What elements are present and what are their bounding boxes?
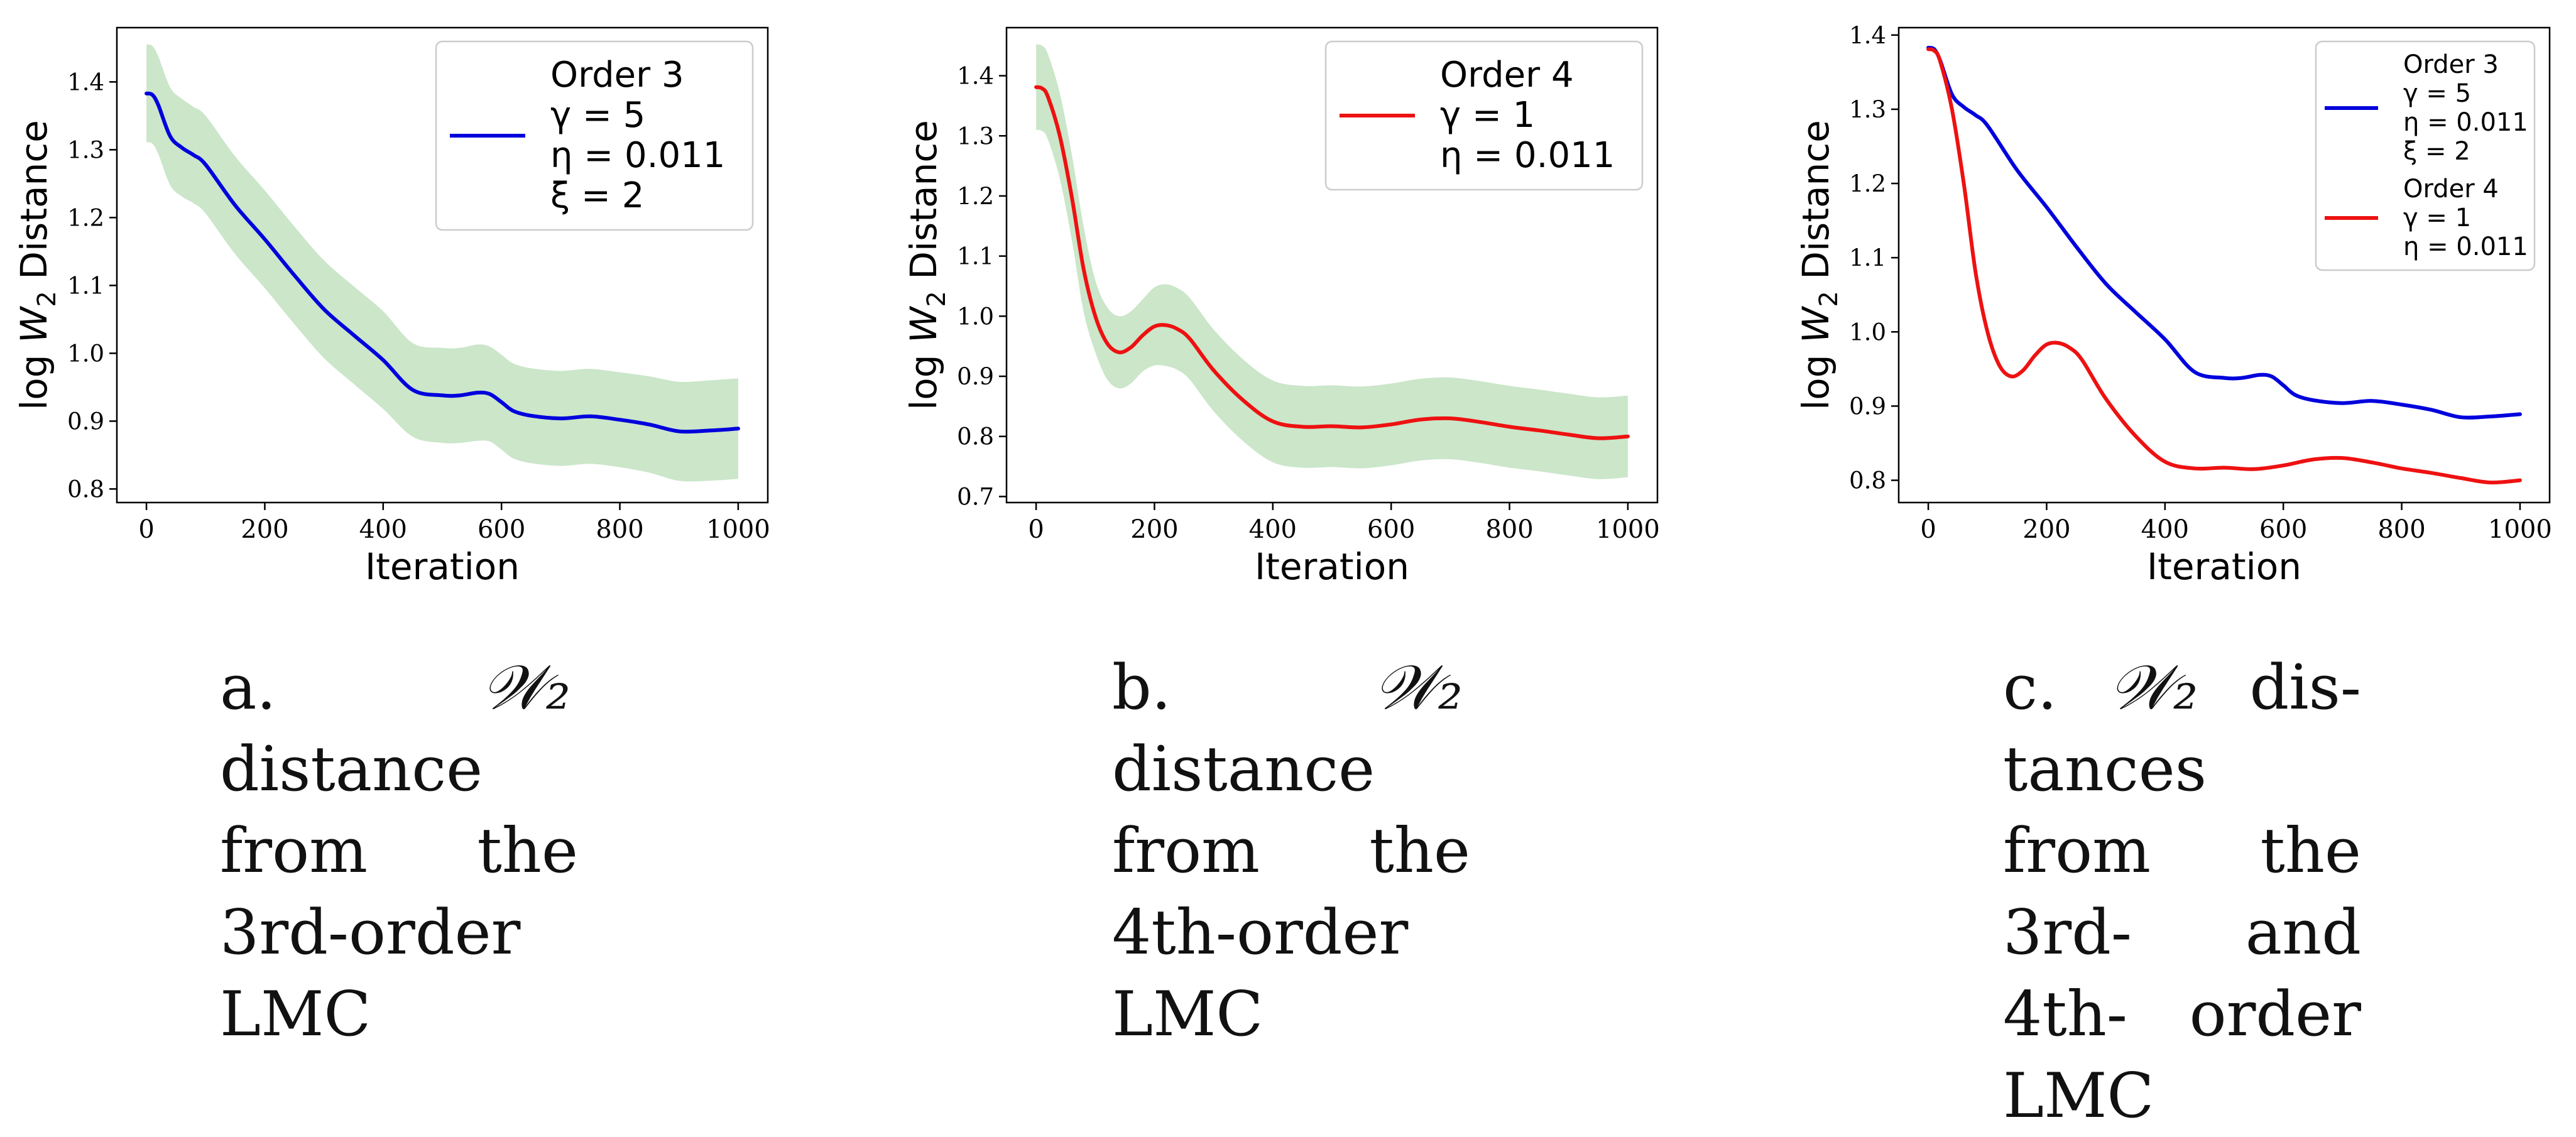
x-tick-label: 800	[2377, 515, 2425, 544]
caption-a: a. 𝒲₂ distance from the 3rd-order LMC	[220, 647, 578, 1055]
x-tick-label: 0	[138, 515, 154, 544]
x-tick-label: 600	[1367, 515, 1415, 544]
y-tick-label: 1.3	[1849, 96, 1886, 123]
y-tick-label: 1.4	[67, 68, 104, 95]
y-axis-label: log W2 Distance	[902, 120, 951, 410]
caption-text: distance from the 3rd-order LMC	[220, 734, 578, 1050]
y-tick-label: 0.8	[67, 476, 104, 503]
legend-entry-line: η = 0.011	[2403, 232, 2528, 261]
x-tick-label: 400	[2141, 515, 2189, 544]
caption-symbol: 𝒲₂	[481, 652, 570, 724]
caption-label: c.	[2003, 652, 2058, 724]
x-tick-label: 200	[2022, 515, 2070, 544]
legend-entry-line: ξ = 2	[550, 175, 644, 216]
caption-symbol: 𝒲₂	[1373, 652, 1463, 724]
x-tick-label: 1000	[2488, 515, 2552, 544]
x-axis-label: Iteration	[365, 545, 520, 588]
y-tick-label: 1.0	[957, 303, 994, 330]
y-axis-label: log W2 Distance	[1794, 120, 1843, 410]
x-tick-label: 1000	[1596, 515, 1660, 544]
legend-entry-line: Order 3	[2403, 50, 2499, 79]
y-tick-label: 1.0	[1849, 318, 1886, 345]
axes-frame	[1005, 26, 1659, 504]
caption-c: c. 𝒲₂ dis­tances from the 3rd- and 4th- …	[2003, 647, 2361, 1137]
y-tick-label: 1.2	[1849, 170, 1886, 197]
y-tick-label: 1.3	[957, 122, 994, 150]
axes-frame	[116, 26, 769, 504]
legend-entry-line: γ = 1	[2403, 204, 2471, 232]
caption-b: b. 𝒲₂ distance from the 4th-order LMC	[1112, 647, 1470, 1055]
confidence-band	[1036, 44, 1628, 479]
x-tick-label: 400	[1249, 515, 1297, 544]
x-tick-label: 200	[241, 515, 288, 544]
y-tick-label: 0.9	[67, 408, 104, 435]
x-tick-label: 0	[1920, 515, 1936, 544]
legend-frame	[435, 40, 754, 231]
x-tick-label: 600	[2259, 515, 2307, 544]
legend-entry-line: Order 4	[1440, 55, 1574, 95]
y-tick-label: 0.8	[1849, 467, 1886, 494]
confidence-band	[146, 45, 738, 482]
series-line-order4	[1034, 85, 1630, 440]
legend-frame	[1324, 40, 1644, 191]
y-axis-label: log W2 Distance	[13, 120, 62, 410]
series-line-order4	[1926, 47, 2522, 485]
y-tick-label: 0.9	[957, 363, 994, 390]
x-tick-label: 800	[596, 515, 643, 544]
x-tick-label: 0	[1028, 515, 1044, 544]
x-tick-label: 200	[1130, 515, 1178, 544]
y-tick-label: 0.9	[1849, 393, 1886, 420]
y-tick-label: 1.4	[1849, 22, 1886, 49]
x-tick-label: 600	[478, 515, 525, 544]
legend-entry-line: γ = 1	[1440, 95, 1535, 136]
legend: Order 4γ = 1η = 0.011	[1324, 40, 1644, 191]
y-tick-label: 1.0	[67, 340, 104, 367]
chart-panel-3: 0 200 400 600 800 1000 0.8 0.9 1.0 1.1 1.2 1.3 1.4 It…	[1794, 22, 2552, 588]
y-tick-label: 1.1	[67, 272, 104, 299]
caption-symbol: 𝒲₂	[2109, 652, 2198, 724]
caption-text: distance from the 4th-order LMC	[1112, 734, 1470, 1050]
legend-entry-line: Order 3	[550, 55, 684, 95]
legend-frame	[2315, 40, 2536, 271]
chart-panel-1: 0 200 400 600 800 1000 0.8 0.9 1.0 1.1 1.2 1.3 1.4 It…	[13, 26, 770, 588]
x-tick-label: 1000	[706, 515, 770, 544]
y-tick-label: 1.1	[957, 243, 994, 270]
x-tick-label: 400	[359, 515, 407, 544]
legend-entry-line: η = 0.011	[1440, 135, 1615, 176]
y-tick-label: 1.2	[67, 204, 104, 231]
chart-panel-2: 0 200 400 600 800 1000 0.7 0.8 0.9 1.0 1.1 1.2 1.3 1.…	[902, 26, 1660, 588]
caption-label: b.	[1112, 652, 1171, 724]
y-tick-label: 1.3	[67, 136, 104, 163]
legend-entry-line: Order 4	[2403, 175, 2499, 204]
caption-text: dis­tances from the 3rd- and 4th- order …	[2003, 652, 2362, 1132]
x-axis-label: Iteration	[1255, 545, 1409, 588]
x-tick-label: 800	[1485, 515, 1533, 544]
y-tick-label: 0.8	[957, 423, 994, 450]
series-line-order3	[1926, 45, 2522, 420]
y-tick-label: 0.7	[957, 483, 994, 510]
legend-entry-line: γ = 5	[550, 95, 645, 136]
legend-entry-line: η = 0.011	[550, 135, 725, 176]
y-tick-label: 1.4	[957, 63, 994, 90]
y-tick-label: 1.1	[1849, 244, 1886, 271]
x-axis-label: Iteration	[2147, 545, 2301, 588]
y-tick-label: 1.2	[957, 183, 994, 210]
caption-label: a.	[220, 652, 276, 724]
legend-entry-line: γ = 5	[2403, 79, 2471, 108]
series-line-order3	[145, 91, 740, 434]
legend-entry-line: ξ = 2	[2403, 137, 2470, 166]
legend-entry-line: η = 0.011	[2403, 108, 2528, 137]
axes-frame	[1897, 26, 2551, 504]
